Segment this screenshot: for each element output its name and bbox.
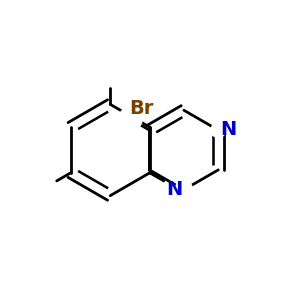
Circle shape: [175, 181, 193, 199]
Circle shape: [118, 107, 142, 131]
Circle shape: [211, 123, 226, 137]
Text: Br: Br: [129, 99, 153, 118]
Text: N: N: [166, 180, 182, 199]
Text: N: N: [220, 120, 236, 139]
